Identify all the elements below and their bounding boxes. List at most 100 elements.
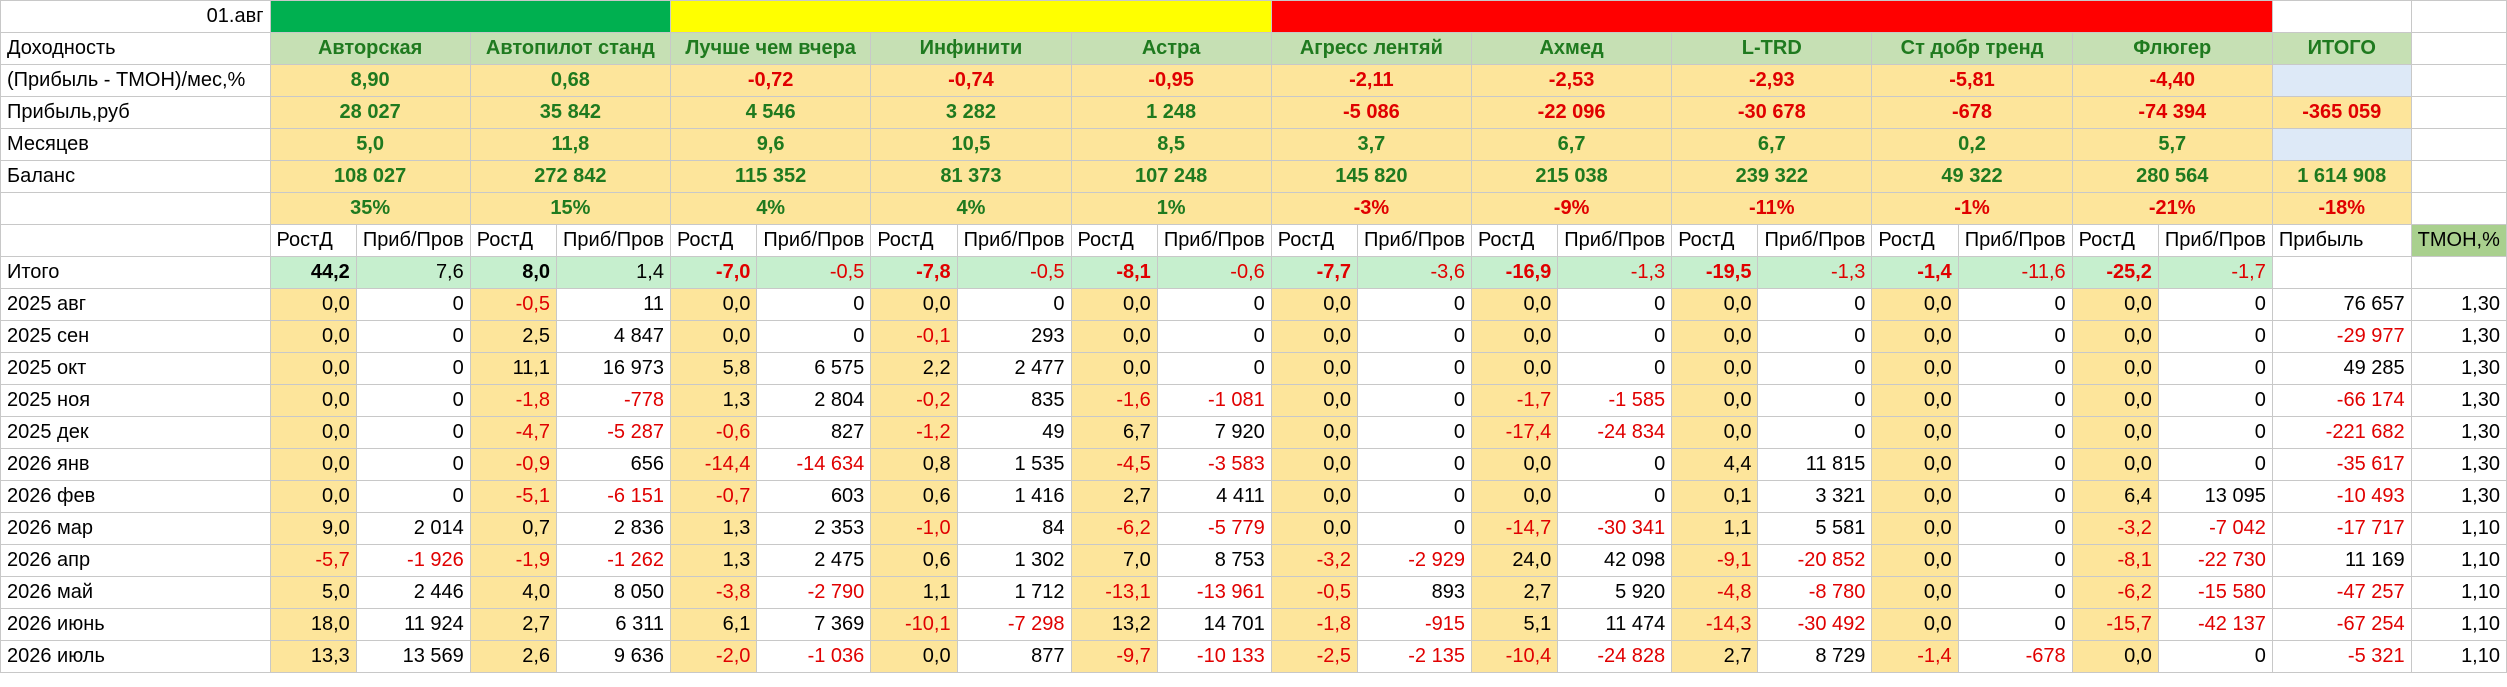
month-growth[interactable]: -0,7 [669, 480, 758, 513]
month-growth[interactable]: -1,2 [870, 416, 958, 449]
month-growth[interactable]: 6,7 [1070, 416, 1158, 449]
month-growth[interactable]: 0,0 [1871, 320, 1959, 353]
month-growth[interactable]: 2,7 [469, 608, 558, 641]
month-profit[interactable]: 0 [2157, 288, 2273, 321]
month-total-profit[interactable]: 11 169 [2271, 544, 2412, 577]
month-growth[interactable]: -4,7 [469, 416, 558, 449]
month-profit[interactable]: -1 081 [1156, 384, 1272, 417]
strategy-name[interactable]: Ахмед [1470, 32, 1673, 65]
month-profit[interactable]: 0 [1957, 448, 2073, 481]
month-profit[interactable]: 0 [1557, 448, 1673, 481]
month-growth[interactable]: 0,0 [1270, 480, 1359, 513]
itogo-growth[interactable]: 44,2 [269, 256, 357, 289]
summary-profit_pct[interactable]: -0,95 [1070, 64, 1272, 97]
itogo-profit[interactable]: -3,6 [1357, 256, 1472, 289]
month-growth[interactable]: 0,0 [1671, 384, 1759, 417]
month-profit[interactable]: -678 [1957, 640, 2073, 673]
strategy-name[interactable]: Агресс лентяй [1270, 32, 1472, 65]
month-total-profit[interactable]: -17 717 [2271, 512, 2412, 545]
month-profit[interactable]: 0 [355, 320, 471, 353]
month-growth[interactable]: 0,0 [1871, 512, 1959, 545]
month-label[interactable]: 2026 апр [0, 544, 271, 577]
strategy-name[interactable]: Лучше чем вчера [669, 32, 872, 65]
month-profit[interactable]: 0 [1557, 288, 1673, 321]
month-profit[interactable]: 16 973 [556, 352, 671, 385]
month-growth[interactable]: 4,4 [1671, 448, 1759, 481]
month-profit[interactable]: 0 [355, 352, 471, 385]
month-profit[interactable]: 0 [1357, 384, 1472, 417]
growth-header[interactable]: РостД [1871, 224, 1959, 257]
month-profit[interactable]: 0 [355, 480, 471, 513]
month-growth[interactable]: -10,4 [1470, 640, 1559, 673]
summary-profit_pct[interactable]: 8,90 [269, 64, 471, 97]
month-growth[interactable]: 0,0 [1070, 320, 1158, 353]
month-growth[interactable]: -0,2 [870, 384, 958, 417]
month-growth[interactable]: 7,0 [1070, 544, 1158, 577]
month-profit[interactable]: 0 [2157, 320, 2273, 353]
month-profit[interactable]: 0 [1957, 480, 2073, 513]
month-profit[interactable]: -24 834 [1557, 416, 1673, 449]
month-profit[interactable]: 0 [2157, 640, 2273, 673]
summary-profit_pct[interactable]: -4,40 [2071, 64, 2273, 97]
month-growth[interactable]: -14,3 [1671, 608, 1759, 641]
month-growth[interactable]: 1,3 [669, 544, 758, 577]
month-growth[interactable]: 13,3 [269, 640, 357, 673]
month-profit[interactable]: 5 581 [1757, 512, 1873, 545]
month-growth[interactable]: 2,2 [870, 352, 958, 385]
month-profit[interactable]: 0 [1957, 416, 2073, 449]
month-growth[interactable]: -1,0 [870, 512, 958, 545]
month-profit[interactable]: 0 [1357, 448, 1472, 481]
month-profit[interactable]: 8 753 [1156, 544, 1272, 577]
month-growth[interactable]: 0,0 [1270, 352, 1359, 385]
month-label[interactable]: 2025 ноя [0, 384, 271, 417]
month-growth[interactable]: 0,0 [2071, 288, 2159, 321]
month-growth[interactable]: 1,3 [669, 512, 758, 545]
month-profit[interactable]: 2 353 [756, 512, 872, 545]
month-growth[interactable]: 0,0 [1671, 416, 1759, 449]
month-growth[interactable]: -3,8 [669, 576, 758, 609]
month-growth[interactable]: 0,0 [1671, 320, 1759, 353]
month-profit[interactable]: 893 [1357, 576, 1472, 609]
summary-ratio[interactable]: -11% [1671, 192, 1873, 225]
month-profit[interactable]: 0 [1557, 352, 1673, 385]
summary-months[interactable]: 11,8 [469, 128, 671, 161]
row-label-months[interactable]: Месяцев [0, 128, 271, 161]
report-date[interactable]: 01.авг [0, 0, 271, 33]
month-profit[interactable]: -20 852 [1757, 544, 1873, 577]
strategy-name[interactable]: Флюгер [2071, 32, 2273, 65]
month-profit[interactable]: 0 [1357, 288, 1472, 321]
strategy-name[interactable]: Ст добр тренд [1871, 32, 2073, 65]
month-profit[interactable]: 0 [1557, 320, 1673, 353]
month-profit[interactable]: -8 780 [1757, 576, 1873, 609]
profit-header[interactable]: Приб/Пров [1156, 224, 1272, 257]
month-growth[interactable]: 0,0 [870, 640, 958, 673]
month-tmon[interactable]: 1,10 [2410, 608, 2507, 641]
empty-cell[interactable] [2410, 32, 2507, 65]
month-growth[interactable]: 0,0 [269, 352, 357, 385]
row-label-profit_pct[interactable]: (Прибыль - ТМОН)/мес,% [0, 64, 271, 97]
month-growth[interactable]: 5,8 [669, 352, 758, 385]
month-growth[interactable]: -2,5 [1270, 640, 1359, 673]
month-profit[interactable]: -15 580 [2157, 576, 2273, 609]
month-profit[interactable]: 0 [1757, 416, 1873, 449]
month-profit[interactable]: 2 475 [756, 544, 872, 577]
profit-header[interactable]: Приб/Пров [2157, 224, 2273, 257]
month-profit[interactable]: 11 474 [1557, 608, 1673, 641]
itogo-profit[interactable]: -1,3 [1557, 256, 1673, 289]
itogo-growth[interactable]: -25,2 [2071, 256, 2159, 289]
month-profit[interactable]: 2 804 [756, 384, 872, 417]
total-ratio[interactable]: -18% [2271, 192, 2412, 225]
month-profit[interactable]: 0 [1957, 512, 2073, 545]
month-growth[interactable]: 0,0 [1270, 448, 1359, 481]
month-profit[interactable]: 877 [956, 640, 1072, 673]
month-tmon[interactable]: 1,10 [2410, 576, 2507, 609]
month-profit[interactable]: 0 [1957, 352, 2073, 385]
month-growth[interactable]: -8,1 [2071, 544, 2159, 577]
month-growth[interactable]: 1,3 [669, 384, 758, 417]
empty-cell[interactable] [2410, 0, 2507, 33]
month-profit[interactable]: -1 036 [756, 640, 872, 673]
month-growth[interactable]: -2,0 [669, 640, 758, 673]
month-profit[interactable]: 0 [1957, 320, 2073, 353]
row-label-itogo[interactable]: Итого [0, 256, 271, 289]
month-profit[interactable]: -2 929 [1357, 544, 1472, 577]
